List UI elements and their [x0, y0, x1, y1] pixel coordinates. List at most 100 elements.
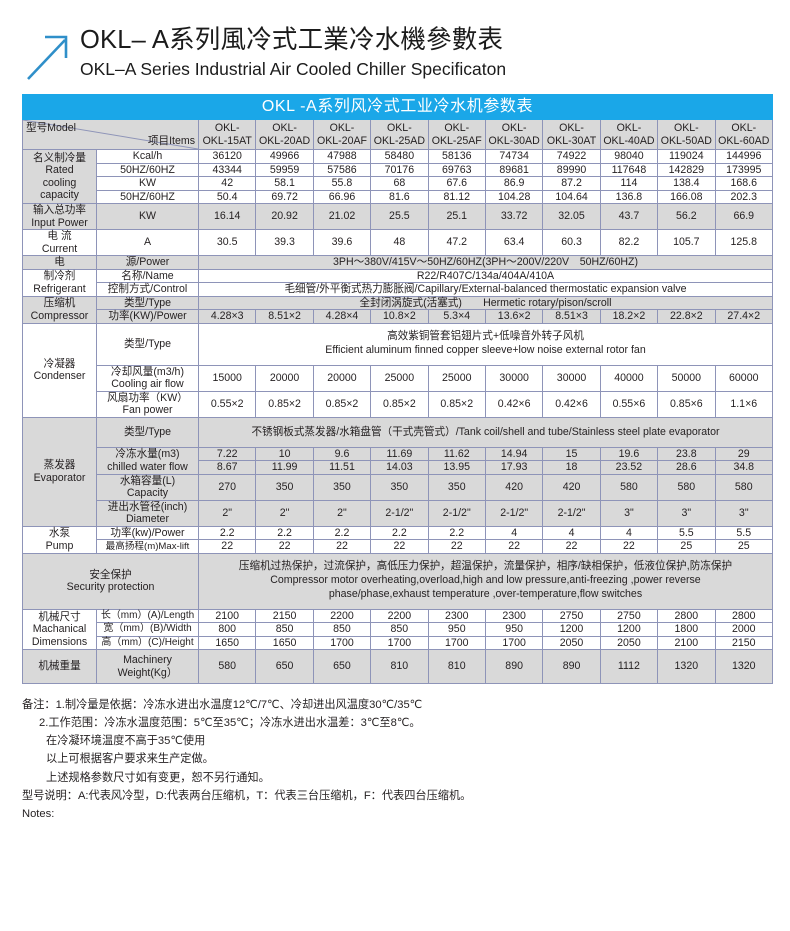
condenser-fanpower-item: 风扇功率（KW） Fan power	[96, 390, 199, 418]
cell: 55.8	[312, 176, 372, 191]
specification-table: OKL -A系列风冷式工业冷水机参数表 型号Model 项目Items OKL-…	[22, 94, 774, 684]
cell: 19.6	[599, 446, 659, 461]
cell: 20000	[312, 364, 372, 392]
cell: 25000	[370, 364, 429, 392]
rated-cooling-unit-kcal: Kcal/h	[96, 149, 199, 164]
cell: 11.51	[312, 460, 372, 475]
model-name-3: OKL-25AD	[373, 134, 425, 147]
pump-lift-row: 最高扬程(m)Max-lift 22 22 22 22 22 22 22 22 …	[23, 539, 774, 554]
cell: 166.08	[657, 189, 716, 204]
cell: 4	[599, 525, 659, 540]
cell: 2200	[312, 608, 372, 623]
cell: 36120	[197, 149, 257, 164]
cell: 32.05	[542, 203, 601, 230]
evaporator-capacity-row: 水箱容量(L) Capacity 270 350 350 350 350 420…	[23, 473, 774, 501]
cell: 10	[255, 446, 314, 461]
rated-cooling-label-en1: Rated	[45, 164, 74, 176]
cell: 1.1×6	[714, 390, 774, 418]
cell: 1200	[542, 622, 601, 637]
model-col-8: OKL- OKL-50AD	[657, 119, 716, 150]
refrigerant-control-row: 控制方式/Control 毛细管/外平衡式热力膨胀阀/Capillary/Ext…	[23, 282, 773, 297]
evaporator-diameter-row: 进出水管径(inch) Diameter 2" 2" 2" 2-1/2" 2-1…	[23, 499, 774, 527]
cell: 50.4	[197, 189, 257, 204]
cell: 136.8	[599, 189, 659, 204]
cell: 98040	[599, 149, 659, 164]
cell: 7.22	[197, 446, 257, 461]
cell: 50000	[657, 364, 716, 392]
cell: 25	[657, 539, 716, 554]
footnote-line-3: 在冷凝环境温度不高于35℃使用	[46, 735, 206, 748]
cell: 850	[312, 622, 372, 637]
cell: 66.9	[714, 203, 774, 230]
dimensions-label: 机械尺寸 Machanical Dimensions	[22, 608, 97, 650]
cell: 70176	[370, 162, 429, 177]
compressor-label: 压缩机 Compressor	[22, 295, 97, 324]
cell: 138.4	[657, 176, 716, 191]
model-name-1: OKL-20AD	[258, 134, 311, 147]
cell: 2.2	[255, 525, 314, 540]
cell: 25	[714, 539, 774, 554]
cell: 69.72	[255, 189, 314, 204]
cell: 2050	[599, 635, 659, 650]
cell: 0.85×6	[657, 390, 716, 418]
condenser-airflow-item-cn: 冷却风量(m3/h)	[111, 365, 184, 378]
corner-items-label: 项目Items	[147, 134, 195, 147]
condenser-type-value-cn: 高效紫铜管套铝翅片式+低噪音外转子风机	[387, 330, 584, 343]
cell: 0.85×2	[370, 390, 429, 418]
power-supply-value: 3PH～380V/415V～50HZ/60HZ(3PH～200V/220V 50…	[198, 255, 773, 270]
cell: 125.8	[714, 229, 774, 256]
cell: 1650	[255, 635, 314, 650]
evaporator-label-en: Evaporator	[33, 471, 86, 484]
refrigerant-name-row: 制冷剂 Refrigerant 名称/Name R22/R407C/134a/4…	[22, 268, 773, 297]
cell: 0.55×2	[197, 390, 257, 418]
cell: 950	[484, 622, 544, 637]
input-power-label-en: Input Power	[31, 216, 88, 229]
cell: 0.55×6	[599, 390, 659, 418]
cell: 22	[312, 539, 372, 554]
security-value-en2: phase/phase,exhaust temperature ,over-te…	[328, 587, 643, 600]
cell: 22	[427, 539, 486, 554]
cell: 1112	[599, 649, 659, 684]
cell: 350	[255, 473, 314, 501]
cell: 890	[484, 649, 544, 684]
cell: 56.2	[657, 203, 716, 230]
cell: 420	[542, 473, 601, 501]
evaporator-flow-item-en: chilled water flow	[107, 460, 188, 473]
power-supply-row: 电 源/Power 3PH～380V/415V～50HZ/60HZ(3PH～20…	[22, 255, 773, 270]
cell: 22	[255, 539, 314, 554]
evaporator-type-value: 不锈钢板式蒸发器/水箱盘管（干式壳管式）/Tank coil/shell and…	[198, 416, 773, 448]
cell: 270	[197, 473, 257, 501]
cell: 144996	[714, 149, 774, 164]
cell: 39.3	[255, 229, 314, 256]
cell: 21.02	[312, 203, 372, 230]
refrigerant-value-control: 毛细管/外平衡式热力膨胀阀/Capillary/External-balance…	[198, 282, 773, 297]
dimensions-length-row: 机械尺寸 Machanical Dimensions 长（mm）(A)/Leng…	[22, 608, 774, 650]
cell: 30.5	[197, 229, 257, 256]
cell: 22	[484, 539, 544, 554]
current-row: 电 流 Current A 30.5 39.3 39.6 48 47.2 63.…	[22, 229, 774, 256]
cell: 580	[599, 473, 659, 501]
cell: 15000	[197, 364, 257, 392]
cell: 2800	[714, 608, 774, 623]
pump-label-cn: 水泵	[48, 527, 71, 539]
dimensions-item-width: 宽（mm）(B)/Width	[96, 622, 199, 637]
power-supply-item: 源/Power	[96, 255, 199, 270]
page-title-cn: OKL– A系列風冷式工業冷水機參數表	[80, 26, 504, 54]
cell: 2100	[657, 635, 716, 650]
cell: 49966	[255, 149, 314, 164]
footnote-line-7: Notes:	[22, 807, 55, 820]
cell: 810	[427, 649, 486, 684]
footnotes: 备注：1.制冷量是依据：冷冻水进出水温度12℃/7℃、冷却进出风温度30℃/35…	[22, 696, 790, 823]
cell: 68	[370, 176, 429, 191]
diagonal-arrow-icon	[27, 35, 68, 80]
model-name-8: OKL-50AD	[660, 134, 712, 147]
evaporator-capacity-item-cn: 水箱容量(L)	[119, 474, 176, 487]
cell: 59959	[255, 162, 314, 177]
cell: 2300	[484, 608, 544, 623]
dimensions-label-en1: Machanical	[32, 623, 87, 635]
condenser-type-value-en: Efficient aluminum finned copper sleeve+…	[325, 344, 646, 356]
cell: 22.8×2	[657, 309, 716, 324]
cell: 81.12	[427, 189, 486, 204]
model-col-2: OKL- OKL-20AF	[312, 119, 372, 150]
dimensions-width-row: 宽（mm）(B)/Width 800 850 850 850 950 950 1…	[23, 622, 774, 637]
